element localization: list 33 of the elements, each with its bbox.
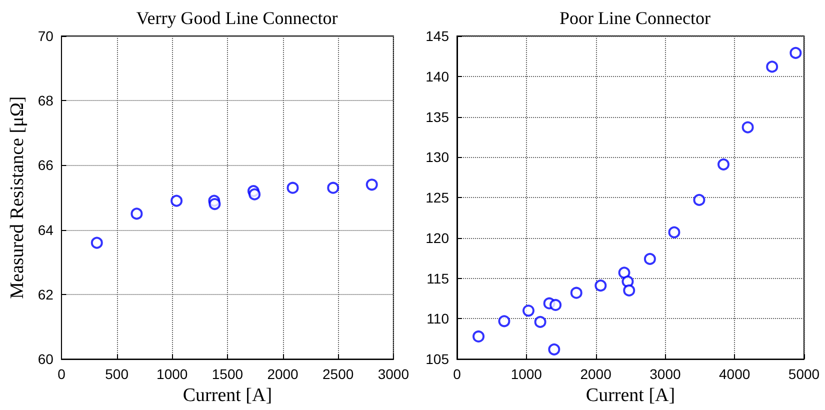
x-tick-label: 4000: [719, 366, 750, 382]
y-tick-label: 120: [426, 230, 450, 246]
y-tick-label: 66: [38, 157, 54, 174]
x-tick-label: 0: [58, 366, 66, 382]
x-tick-label: 500: [105, 366, 129, 382]
y-tick-label: 105: [426, 351, 450, 368]
x-tick-label: 2000: [580, 366, 612, 382]
x-tick-label: 1500: [212, 366, 244, 382]
chart-title: Poor Line Connector: [560, 8, 710, 28]
x-tick-label: 1000: [510, 366, 542, 382]
x-tick-label: 2500: [322, 366, 354, 382]
y-tick-label: 110: [426, 310, 450, 327]
x-tick-label: 5000: [788, 366, 820, 382]
y-tick-label: 145: [426, 28, 450, 44]
y-tick-label: 115: [426, 270, 450, 286]
y-tick-label: 62: [38, 286, 54, 302]
x-axis-title: Current [A]: [586, 385, 676, 406]
y-tick-label: 64: [38, 222, 54, 238]
x-axis-title: Current [A]: [182, 385, 272, 406]
x-tick-label: 2000: [267, 366, 299, 382]
chart-title: Verry Good Line Connector: [136, 8, 338, 28]
y-tick-label: 135: [426, 108, 450, 125]
y-tick-label: 68: [38, 92, 54, 109]
y-tick-label: 70: [38, 28, 54, 44]
y-tick-label: 130: [426, 149, 450, 166]
y-tick-label: 60: [38, 351, 54, 368]
x-tick-label: 3000: [378, 366, 410, 382]
x-tick-label: 0: [453, 366, 462, 382]
x-tick-label: 1000: [156, 366, 188, 382]
y-axis-title: Measured Resistance [μΩ]: [7, 96, 28, 299]
x-tick-label: 3000: [650, 366, 681, 382]
y-tick-label: 140: [426, 68, 450, 84]
y-tick-label: 125: [426, 190, 450, 206]
